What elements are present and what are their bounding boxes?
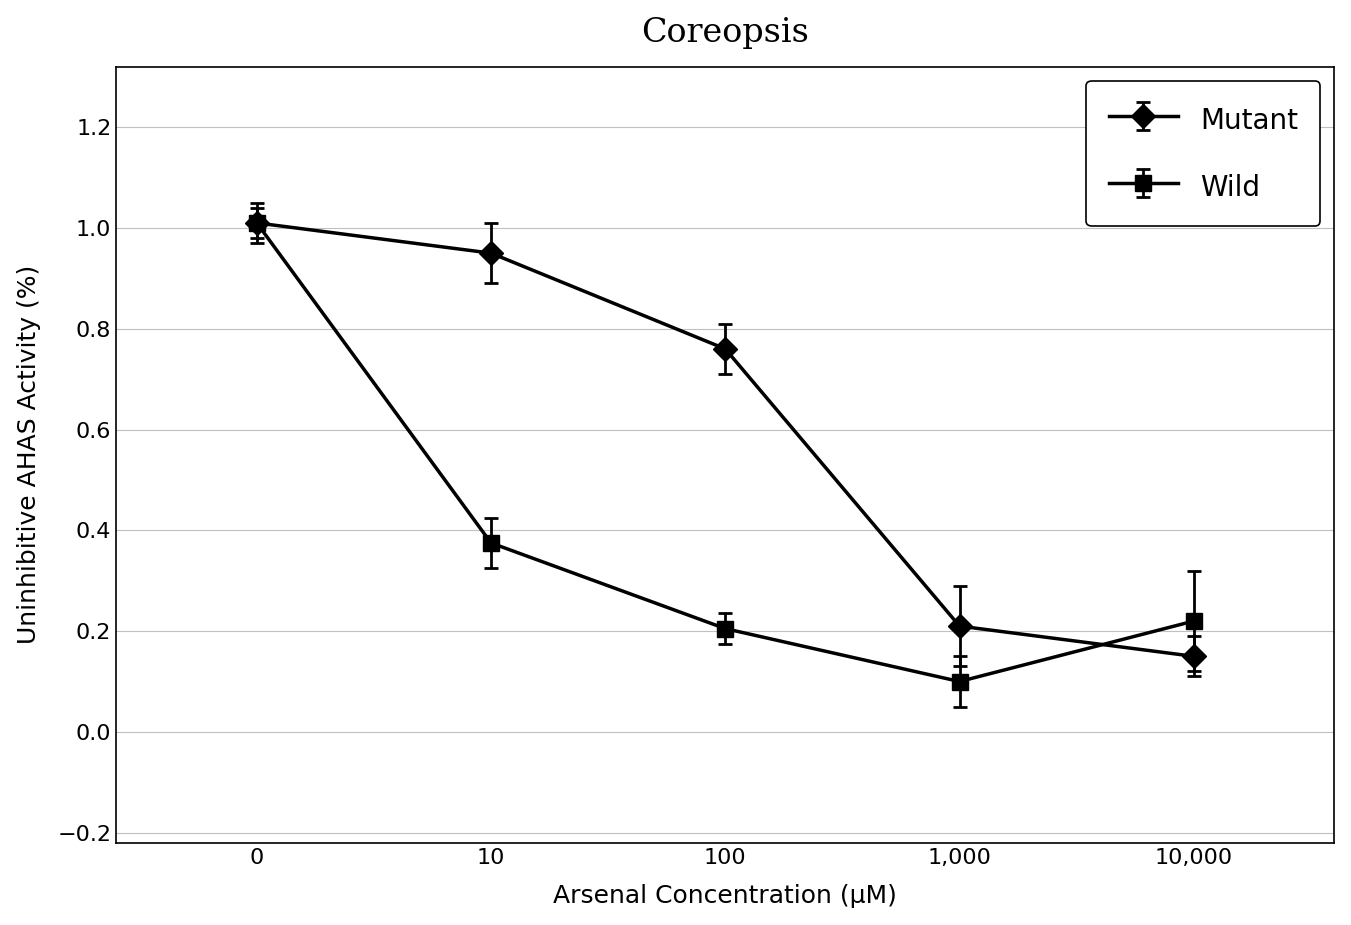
Legend: Mutant, Wild: Mutant, Wild [1086, 80, 1320, 226]
X-axis label: Arsenal Concentration (μM): Arsenal Concentration (μM) [554, 884, 897, 908]
Title: Coreopsis: Coreopsis [642, 17, 809, 49]
Y-axis label: Uninhibitive AHAS Activity (%): Uninhibitive AHAS Activity (%) [16, 265, 41, 645]
